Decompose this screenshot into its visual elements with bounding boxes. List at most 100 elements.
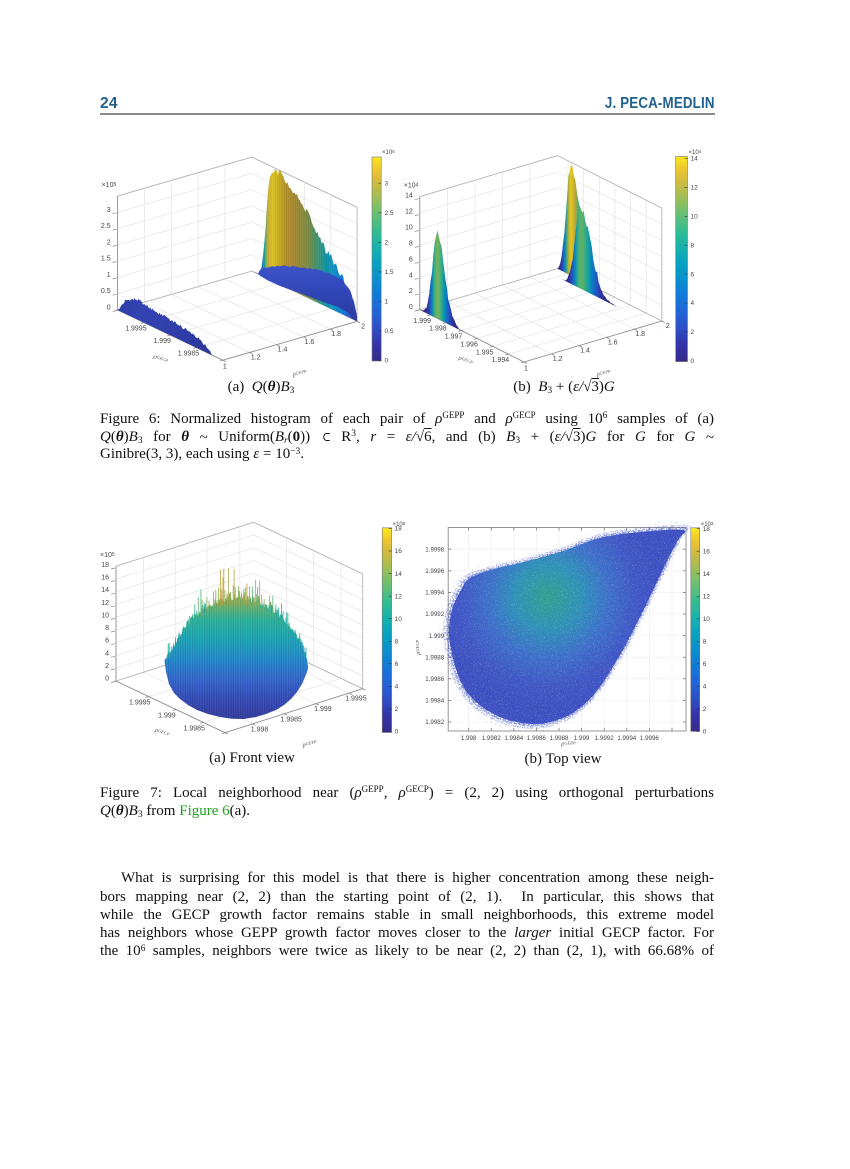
svg-text:1.9985: 1.9985 [178, 351, 200, 358]
svg-text:×105: ×105 [100, 552, 115, 560]
svg-text:3: 3 [107, 207, 111, 214]
svg-text:2: 2 [107, 239, 111, 246]
svg-text:16: 16 [395, 548, 403, 555]
svg-text:12: 12 [395, 593, 403, 600]
svg-text:1.999: 1.999 [153, 338, 171, 345]
svg-text:1.5: 1.5 [101, 256, 111, 263]
svg-text:8: 8 [691, 242, 695, 249]
svg-text:1.996: 1.996 [460, 341, 478, 348]
svg-text:1.6: 1.6 [608, 339, 618, 346]
svg-text:1: 1 [107, 272, 111, 279]
svg-text:12: 12 [101, 600, 109, 607]
svg-text:1.5: 1.5 [385, 269, 394, 276]
svg-text:1.9992: 1.9992 [595, 735, 614, 742]
svg-text:1.9996: 1.9996 [425, 568, 444, 575]
svg-text:14: 14 [395, 571, 403, 578]
svg-text:1.8: 1.8 [635, 331, 645, 338]
svg-text:1.9994: 1.9994 [425, 590, 444, 597]
svg-text:ρGEPP: ρGEPP [301, 739, 318, 750]
svg-text:1.999: 1.999 [574, 735, 590, 742]
svg-text:1: 1 [385, 299, 389, 306]
svg-text:ρGEPP: ρGEPP [560, 740, 576, 748]
svg-text:18: 18 [101, 562, 109, 569]
svg-text:0: 0 [385, 358, 389, 365]
svg-text:1.9986: 1.9986 [527, 735, 546, 742]
svg-text:1.9986: 1.9986 [425, 676, 444, 683]
svg-text:1.9984: 1.9984 [504, 735, 523, 742]
svg-text:0: 0 [395, 729, 399, 736]
svg-text:1.998: 1.998 [251, 726, 269, 733]
svg-text:1.9995: 1.9995 [345, 696, 367, 703]
svg-text:1.9985: 1.9985 [280, 716, 302, 723]
svg-text:1.8: 1.8 [331, 331, 341, 338]
svg-text:2: 2 [666, 323, 670, 330]
svg-text:10: 10 [395, 616, 403, 623]
svg-text:1.999: 1.999 [429, 633, 445, 640]
svg-text:×104: ×104 [404, 182, 419, 190]
svg-text:12: 12 [691, 185, 699, 192]
svg-text:0: 0 [703, 729, 707, 736]
svg-text:1.9984: 1.9984 [425, 698, 444, 705]
svg-text:4: 4 [691, 300, 695, 307]
svg-text:12: 12 [703, 594, 711, 601]
svg-text:2.5: 2.5 [385, 210, 394, 217]
svg-text:2: 2 [395, 706, 399, 713]
svg-text:1: 1 [524, 366, 528, 373]
svg-text:14: 14 [405, 193, 413, 200]
svg-text:1.999: 1.999 [413, 318, 431, 325]
svg-text:1.995: 1.995 [476, 349, 494, 356]
svg-text:1: 1 [223, 364, 227, 371]
svg-text:2.5: 2.5 [101, 223, 111, 230]
svg-text:1.997: 1.997 [445, 334, 463, 341]
svg-text:0: 0 [409, 304, 413, 311]
svg-text:1.2: 1.2 [251, 354, 261, 361]
svg-text:ρGEPP: ρGEPP [291, 368, 308, 379]
svg-text:14: 14 [691, 156, 699, 163]
svg-text:1.999: 1.999 [314, 706, 332, 713]
svg-text:4: 4 [395, 684, 399, 691]
svg-text:1.4: 1.4 [580, 348, 590, 355]
svg-text:2: 2 [409, 288, 413, 295]
svg-text:0: 0 [105, 676, 109, 683]
svg-text:×105: ×105 [102, 182, 117, 190]
svg-text:×105: ×105 [382, 149, 395, 157]
svg-text:×105: ×105 [393, 521, 406, 529]
svg-text:ρGEPP: ρGEPP [595, 368, 612, 379]
svg-text:1.9985: 1.9985 [183, 725, 205, 732]
svg-text:1.9988: 1.9988 [550, 735, 569, 742]
svg-text:1.9995: 1.9995 [125, 326, 147, 333]
svg-text:ρGECP: ρGECP [415, 640, 423, 656]
svg-text:1.9998: 1.9998 [425, 546, 444, 553]
svg-text:0.5: 0.5 [101, 288, 111, 295]
svg-text:3: 3 [385, 180, 389, 187]
svg-text:8: 8 [105, 625, 109, 632]
svg-text:2: 2 [105, 663, 109, 670]
svg-text:16: 16 [703, 548, 711, 555]
svg-text:×104: ×104 [689, 149, 702, 157]
svg-text:2: 2 [691, 329, 695, 336]
svg-text:4: 4 [105, 650, 109, 657]
svg-text:1.994: 1.994 [492, 357, 510, 364]
svg-text:18: 18 [395, 526, 403, 533]
svg-text:0.5: 0.5 [385, 328, 394, 335]
svg-text:6: 6 [105, 638, 109, 645]
svg-text:10: 10 [405, 225, 413, 232]
svg-text:1.4: 1.4 [278, 347, 288, 354]
svg-text:1.9995: 1.9995 [129, 700, 151, 707]
svg-text:×103: ×103 [701, 521, 714, 529]
svg-text:4: 4 [703, 684, 707, 691]
svg-text:6: 6 [395, 661, 399, 668]
svg-text:14: 14 [101, 587, 109, 594]
svg-text:ρGECP: ρGECP [456, 354, 474, 367]
svg-text:6: 6 [409, 256, 413, 263]
svg-text:6: 6 [703, 661, 707, 668]
svg-text:ρGECP: ρGECP [151, 352, 169, 365]
svg-text:2: 2 [361, 323, 365, 330]
svg-text:18: 18 [703, 526, 711, 533]
svg-text:8: 8 [409, 240, 413, 247]
svg-text:4: 4 [409, 272, 413, 279]
svg-text:10: 10 [691, 214, 699, 221]
svg-text:12: 12 [405, 209, 413, 216]
svg-text:1.9988: 1.9988 [425, 654, 444, 661]
svg-text:6: 6 [691, 271, 695, 278]
